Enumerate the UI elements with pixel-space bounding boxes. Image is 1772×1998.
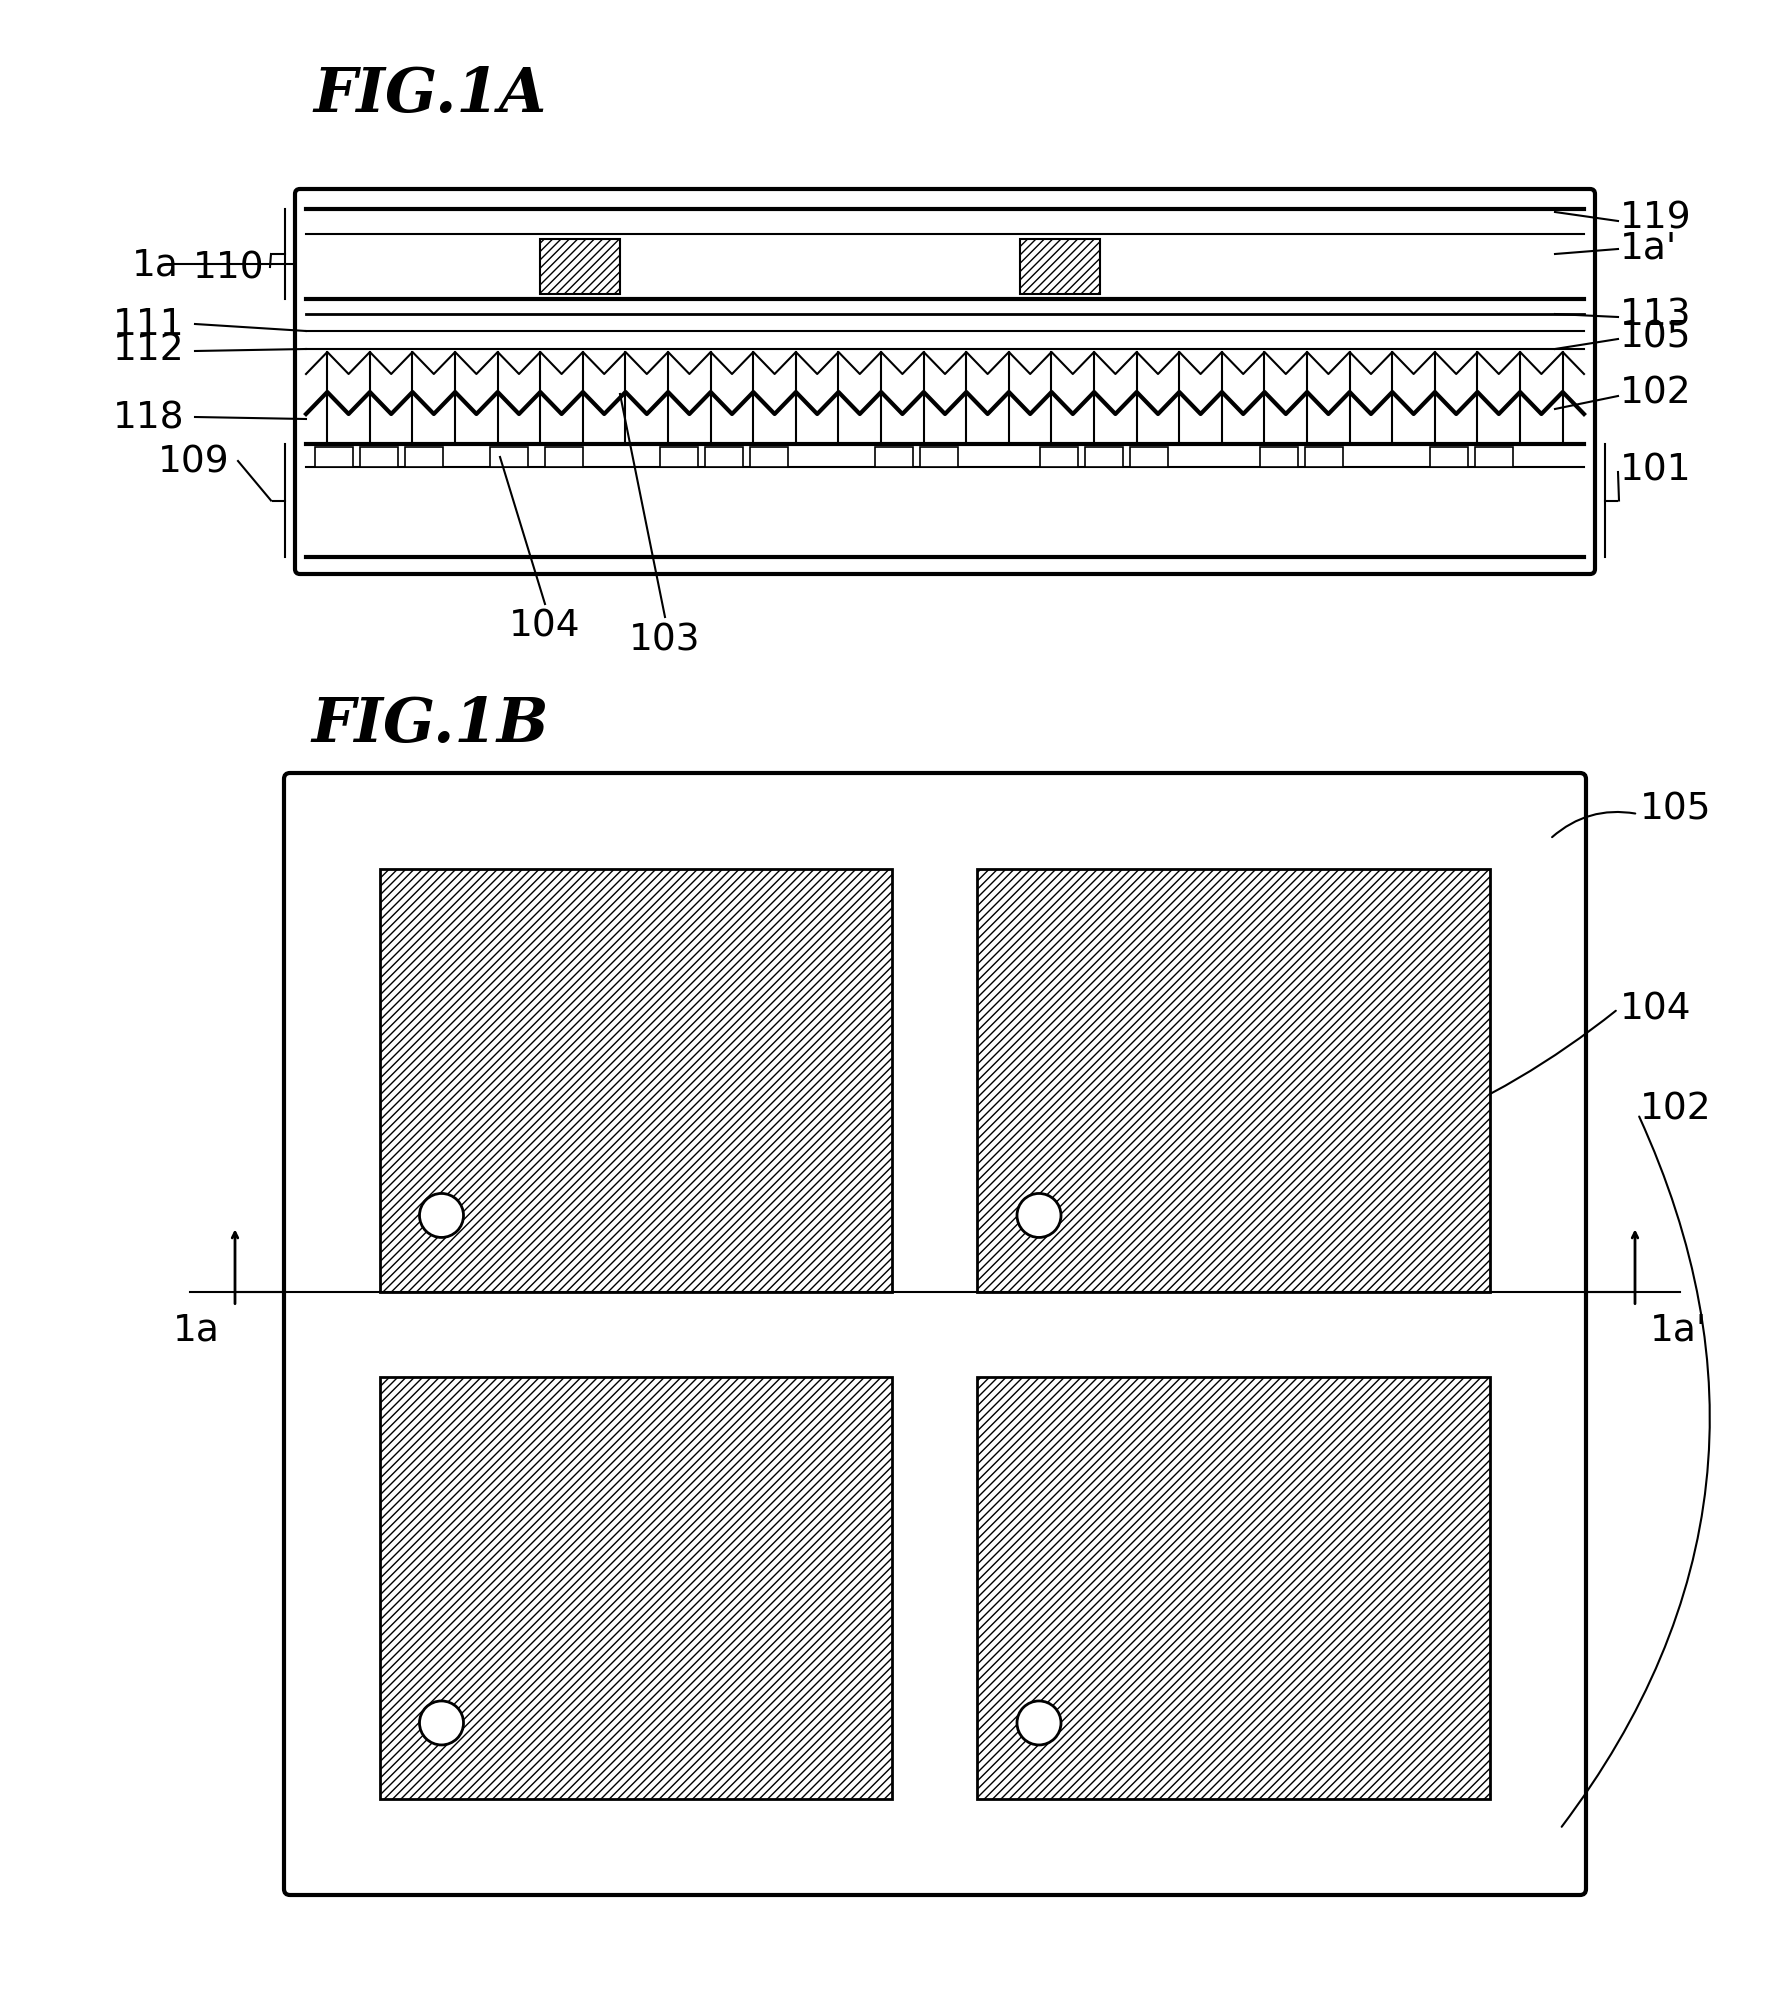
Bar bbox=[659, 448, 698, 468]
Bar bbox=[1084, 448, 1123, 468]
Text: 109: 109 bbox=[158, 444, 230, 480]
Text: 103: 103 bbox=[629, 621, 700, 657]
Text: 1a: 1a bbox=[174, 1313, 220, 1349]
Text: 1a: 1a bbox=[131, 248, 179, 284]
Bar bbox=[379, 1377, 893, 1798]
FancyBboxPatch shape bbox=[284, 773, 1586, 1894]
Bar bbox=[1021, 240, 1100, 296]
Text: 119: 119 bbox=[1620, 200, 1692, 236]
Circle shape bbox=[1017, 1195, 1061, 1239]
FancyBboxPatch shape bbox=[294, 190, 1595, 575]
Circle shape bbox=[1017, 1700, 1061, 1744]
Bar bbox=[1131, 448, 1168, 468]
Text: 105: 105 bbox=[1641, 791, 1712, 827]
Text: 111: 111 bbox=[113, 308, 184, 344]
Text: 102: 102 bbox=[1620, 376, 1692, 412]
Text: 118: 118 bbox=[113, 400, 184, 436]
Bar bbox=[1304, 448, 1343, 468]
Bar bbox=[875, 448, 913, 468]
Text: 112: 112 bbox=[113, 332, 184, 368]
Bar bbox=[978, 1377, 1490, 1798]
Circle shape bbox=[420, 1195, 464, 1239]
Text: FIG.1A: FIG.1A bbox=[314, 66, 546, 126]
Bar bbox=[379, 869, 893, 1293]
Text: 104: 104 bbox=[509, 607, 581, 643]
Text: 105: 105 bbox=[1620, 320, 1692, 356]
Bar bbox=[750, 448, 789, 468]
Bar bbox=[1260, 448, 1299, 468]
Bar bbox=[491, 448, 528, 468]
Bar bbox=[546, 448, 583, 468]
Text: 101: 101 bbox=[1620, 452, 1692, 488]
Bar bbox=[1430, 448, 1467, 468]
Bar bbox=[360, 448, 399, 468]
Bar bbox=[1474, 448, 1513, 468]
Bar bbox=[315, 448, 353, 468]
Bar bbox=[920, 448, 959, 468]
Text: 1a': 1a' bbox=[1650, 1313, 1706, 1349]
Bar bbox=[978, 869, 1490, 1293]
Text: 1a': 1a' bbox=[1620, 230, 1678, 266]
Bar bbox=[540, 240, 620, 296]
Text: 102: 102 bbox=[1641, 1091, 1712, 1127]
Text: 113: 113 bbox=[1620, 298, 1692, 334]
Text: 104: 104 bbox=[1620, 991, 1692, 1027]
Bar bbox=[406, 448, 443, 468]
Bar bbox=[705, 448, 742, 468]
Circle shape bbox=[420, 1700, 464, 1744]
Text: FIG.1B: FIG.1B bbox=[312, 695, 549, 755]
Text: 110: 110 bbox=[193, 250, 266, 286]
Bar bbox=[1040, 448, 1077, 468]
